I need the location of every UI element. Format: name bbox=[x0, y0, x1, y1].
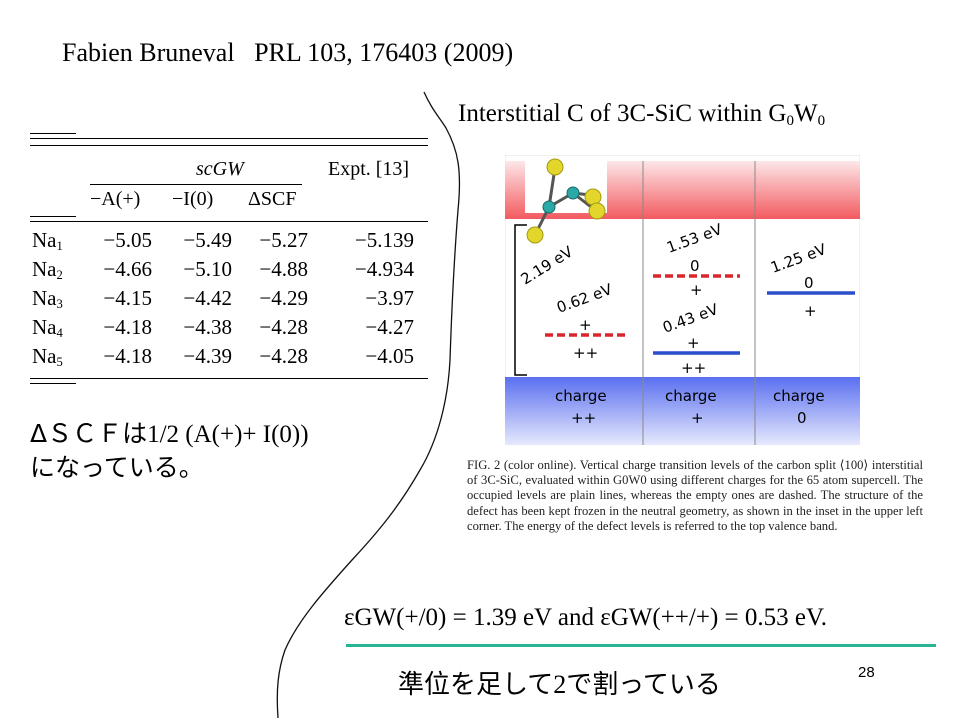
row-label: Na4 bbox=[32, 315, 63, 341]
row-label: Na5 bbox=[32, 344, 63, 370]
row-label: Na1 bbox=[32, 228, 63, 254]
table-cell: −5.05 bbox=[103, 228, 152, 252]
row-label: Na2 bbox=[32, 257, 63, 283]
charge-sign: + bbox=[579, 316, 592, 334]
bottom-note-a: 準位を足して bbox=[398, 670, 554, 700]
page-number: 28 bbox=[858, 664, 875, 681]
row-label-sub: 1 bbox=[56, 239, 63, 254]
figure-caption: FIG. 2 (color online). Vertical charge t… bbox=[467, 458, 923, 533]
table-cell: −4.27 bbox=[365, 315, 414, 339]
table-cell: −4.18 bbox=[103, 344, 152, 368]
charge-value: 0 bbox=[797, 409, 807, 427]
row-label-sub: 3 bbox=[56, 297, 63, 312]
table-cell: −4.28 bbox=[259, 344, 308, 368]
charge-title: charge bbox=[665, 387, 717, 405]
row-label-sub: 5 bbox=[56, 355, 63, 370]
table-rule-top-stub bbox=[30, 133, 76, 134]
table-cell: −4.39 bbox=[183, 344, 232, 368]
expt-header: Expt. [13] bbox=[328, 158, 410, 180]
charge-sign: + bbox=[804, 302, 817, 320]
row-label-text: Na bbox=[32, 344, 57, 368]
charge-sign: ++ bbox=[681, 359, 706, 377]
result-formula: εGW(+/0) = 1.39 eV and εGW(++/+) = 0.53 … bbox=[344, 604, 828, 631]
charge-sign: + bbox=[690, 281, 703, 299]
bottom-note: 準位を足して2で割っている bbox=[398, 664, 721, 701]
subtitle-sub1: 0 bbox=[786, 112, 794, 129]
row-label-text: Na bbox=[32, 286, 57, 310]
charge-title: charge bbox=[773, 387, 825, 405]
charge-value: ++ bbox=[571, 409, 596, 427]
table-cell: −5.49 bbox=[183, 228, 232, 252]
table-cell: −4.66 bbox=[103, 257, 152, 281]
results-table: scGW Expt. [13] −A(+) −I(0) ΔSCF Na1 −5.0… bbox=[30, 128, 428, 388]
table-cell: −4.15 bbox=[103, 286, 152, 310]
row-label-text: Na bbox=[32, 315, 57, 339]
subtitle-w: W bbox=[793, 100, 818, 127]
defect-structure-icon bbox=[526, 158, 606, 244]
table-rule-mid-stub bbox=[30, 216, 76, 217]
charge-sign: ++ bbox=[573, 344, 598, 362]
bottom-note-c: で割っている bbox=[566, 670, 721, 700]
charge-title: charge bbox=[555, 387, 607, 405]
charge-sign: 0 bbox=[804, 274, 814, 292]
row-label: Na3 bbox=[32, 286, 63, 312]
table-cell: −4.38 bbox=[183, 315, 232, 339]
table-cell: −4.42 bbox=[183, 286, 232, 310]
valence-band bbox=[505, 377, 860, 445]
col-header-a: −A(+) bbox=[90, 188, 141, 210]
table-cell: −4.05 bbox=[365, 344, 414, 368]
bottom-note-b: 2 bbox=[553, 670, 567, 699]
table-cell: −4.88 bbox=[259, 257, 308, 281]
table-cell: −5.139 bbox=[354, 228, 414, 252]
dscf-note-jp: ΔＳＣＦは bbox=[30, 419, 148, 448]
group-underline bbox=[90, 184, 302, 185]
subtitle-sub2: 0 bbox=[817, 112, 826, 129]
dscf-note-formula: 1/2 (A(+)+ I(0)) bbox=[147, 421, 309, 448]
formula-underline bbox=[346, 644, 936, 647]
table-cell: −3.97 bbox=[365, 286, 414, 310]
slide-title: Fabien Bruneval PRL 103, 176403 (2009) bbox=[62, 38, 514, 67]
row-label-text: Na bbox=[32, 228, 57, 252]
group-header: scGW bbox=[196, 158, 244, 180]
table-cell: −4.29 bbox=[259, 286, 308, 310]
charge-sign: 0 bbox=[690, 257, 700, 275]
table-rule-bottom-stub bbox=[30, 383, 76, 384]
row-label-sub: 4 bbox=[56, 326, 63, 341]
col-header-i: −I(0) bbox=[172, 188, 214, 210]
gap-bracket bbox=[514, 224, 527, 376]
table-rule-mid bbox=[30, 221, 428, 222]
table-rule-bottom bbox=[30, 378, 428, 379]
table-cell: −5.10 bbox=[183, 257, 232, 281]
table-cell: −4.934 bbox=[354, 257, 414, 281]
table-cell: −5.27 bbox=[259, 228, 308, 252]
table-rule-top bbox=[30, 138, 428, 139]
subtitle-text: Interstitial C of 3C-SiC within G bbox=[458, 100, 787, 127]
col-header-dscf: ΔSCF bbox=[248, 188, 297, 210]
charge-value: + bbox=[691, 409, 704, 427]
dscf-note: ΔＳＣＦは1/2 (A(+)+ I(0)) bbox=[30, 414, 309, 450]
diagram-title: Interstitial C of 3C-SiC within G0W0 bbox=[458, 100, 825, 130]
row-label-text: Na bbox=[32, 257, 57, 281]
table-rule-top-2 bbox=[30, 145, 428, 146]
dscf-note-line2: になっている。 bbox=[30, 453, 204, 482]
charge-sign: + bbox=[687, 334, 700, 352]
charge-level-diagram: 2.19 eV 0.62 eV 1.53 eV 0.43 eV 1.25 eV … bbox=[505, 155, 860, 445]
table-cell: −4.18 bbox=[103, 315, 152, 339]
row-label-sub: 2 bbox=[56, 268, 63, 283]
table-cell: −4.28 bbox=[259, 315, 308, 339]
